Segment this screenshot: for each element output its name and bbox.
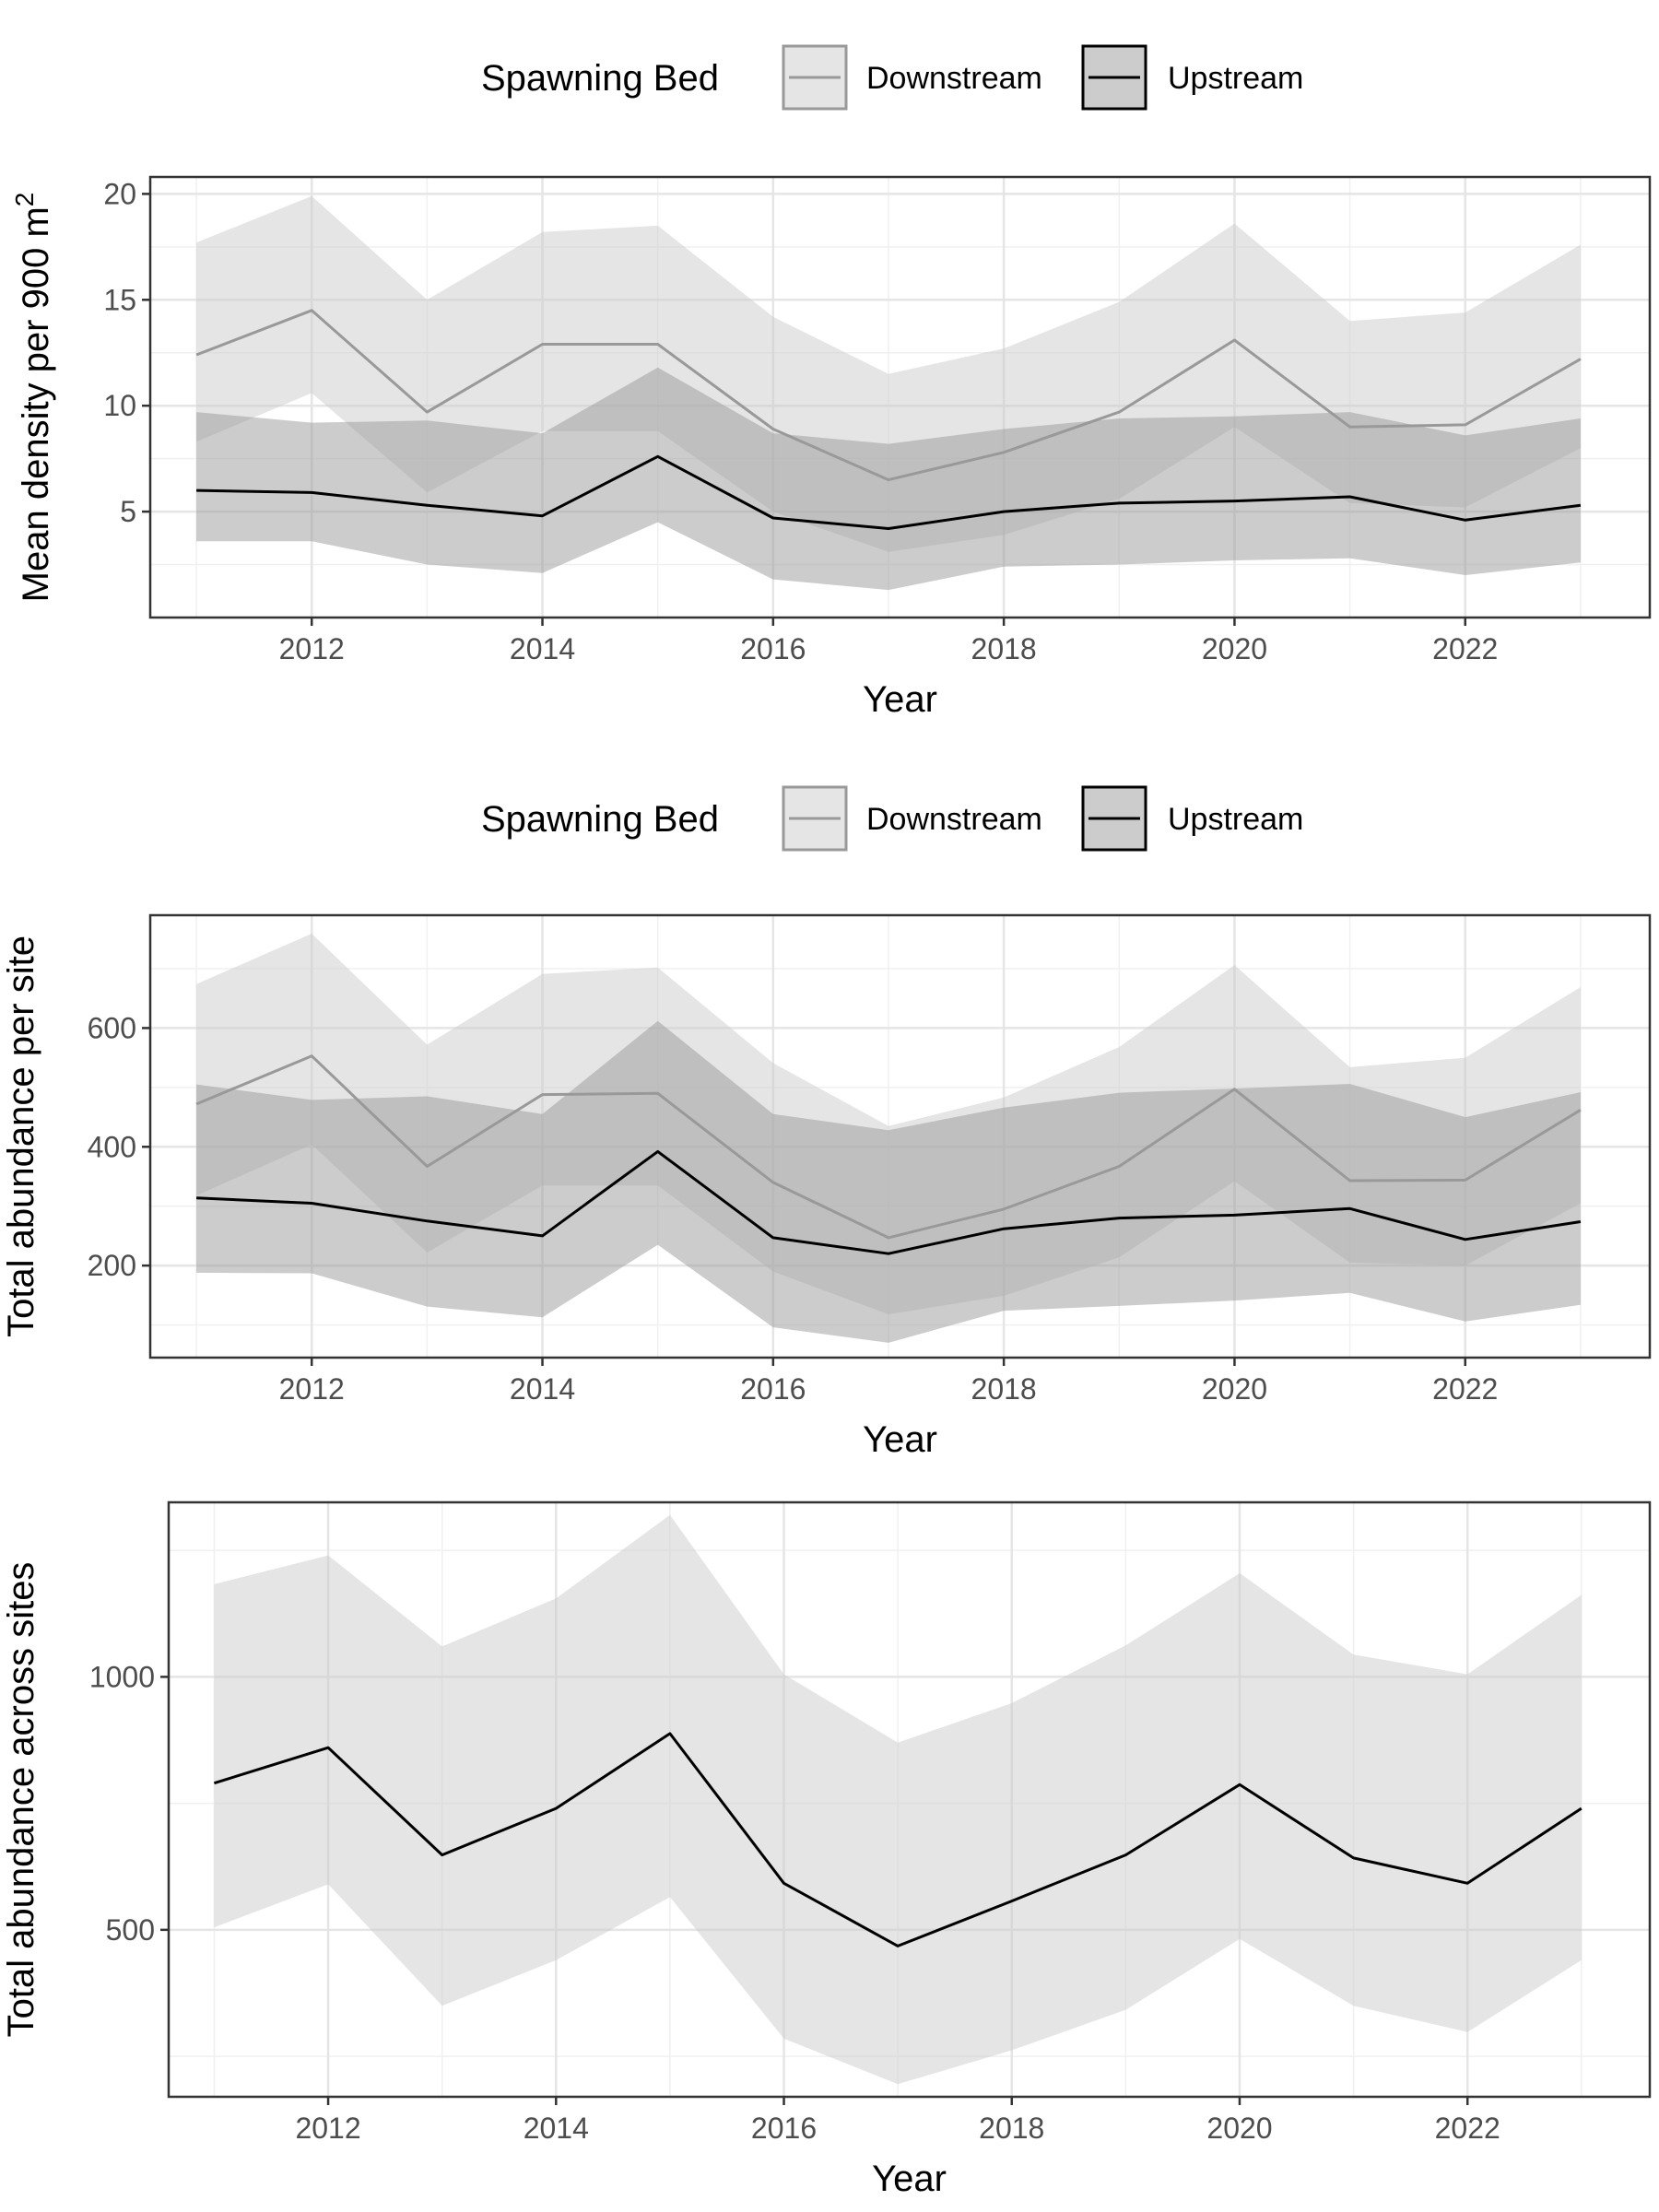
- y-axis-title-text: Total abundance per site: [1, 935, 41, 1337]
- x-tick-label: 2016: [751, 2112, 817, 2145]
- x-tick-label: 2016: [740, 632, 806, 665]
- x-tick-label: 2020: [1202, 632, 1267, 665]
- line-downstream: [195, 1054, 1582, 1240]
- y-axis-title-text: Total abundance across sites: [1, 1562, 41, 2038]
- x-tick-label: 2020: [1202, 1372, 1267, 1406]
- x-tick-label: 2020: [1206, 2112, 1272, 2145]
- y-axis-title: Total abundance per site: [1, 935, 41, 1337]
- line-total: [213, 1732, 1583, 1947]
- panel-border: [167, 1500, 1652, 2099]
- legend-label-downstream: Downstream: [866, 61, 1042, 96]
- legend-label-upstream: Upstream: [1168, 61, 1303, 96]
- ribbon-downstream: [196, 934, 1581, 1314]
- x-tick-label: 2018: [971, 1372, 1037, 1406]
- x-axis-title: Year: [872, 2159, 947, 2199]
- y-axis-title-text: Mean density per 900 m: [16, 206, 56, 602]
- x-tick-label: 2022: [1432, 1372, 1498, 1406]
- y-tick-label: 500: [106, 1913, 155, 1947]
- line-downstream: [195, 309, 1582, 482]
- chart-panel-3: 2012 2014 2016 2018 2020 2022 500 1000 Year Total…: [1, 1500, 1652, 2199]
- x-tick-label: 2018: [971, 632, 1037, 665]
- x-axis-title: Year: [863, 1419, 937, 1460]
- legend-title: Spawning Bed: [481, 799, 719, 840]
- x-tick-label: 2012: [279, 1372, 345, 1406]
- x-tick-label: 2022: [1435, 2112, 1500, 2145]
- x-tick-label: 2022: [1432, 632, 1498, 665]
- x-tick-label: 2014: [510, 1372, 575, 1406]
- ribbon-total: [214, 1514, 1582, 2085]
- x-tick-label: 2018: [979, 2112, 1044, 2145]
- line-upstream: [196, 1149, 1582, 1255]
- legend-title: Spawning Bed: [481, 58, 719, 99]
- legend-label-downstream: Downstream: [866, 802, 1042, 837]
- y-tick-label: 5: [120, 495, 136, 528]
- ribbon-upstream: [196, 1020, 1581, 1343]
- chart-panel-1: 2012 2014 2016 2018 2020 2022 5 10 15 20 Year Mean …: [10, 44, 1652, 720]
- x-tick-label: 2012: [279, 632, 345, 665]
- y-axis-title: Mean density per 900 m2: [10, 193, 56, 603]
- panel-border: [148, 175, 1652, 619]
- x-axis-title: Year: [863, 679, 937, 720]
- legend: Spawning Bed Downstream Upstream: [481, 785, 1303, 852]
- y-tick-label: 20: [103, 177, 136, 210]
- x-tick-label: 2014: [524, 2112, 589, 2145]
- ribbon-downstream: [196, 195, 1581, 552]
- legend-label-upstream: Upstream: [1168, 802, 1303, 837]
- y-tick-label: 15: [103, 283, 136, 316]
- x-tick-label: 2016: [740, 1372, 806, 1406]
- chart-panel-2: 2012 2014 2016 2018 2020 2022 200 400 600 Year Tot…: [1, 785, 1652, 1460]
- y-tick-label: 10: [103, 389, 136, 422]
- y-tick-label: 200: [88, 1249, 136, 1282]
- line-upstream: [196, 454, 1582, 530]
- y-tick-label: 600: [88, 1011, 136, 1044]
- y-tick-label: 400: [88, 1130, 136, 1163]
- legend: Spawning Bed Downstream Upstream: [481, 44, 1303, 111]
- x-tick-label: 2012: [295, 2112, 360, 2145]
- panel-border: [148, 913, 1652, 1359]
- y-tick-label: 1000: [89, 1660, 155, 1693]
- x-tick-label: 2014: [510, 632, 575, 665]
- y-axis-title: Total abundance across sites: [1, 1562, 41, 2038]
- y-axis-title-superscript: 2: [10, 193, 39, 207]
